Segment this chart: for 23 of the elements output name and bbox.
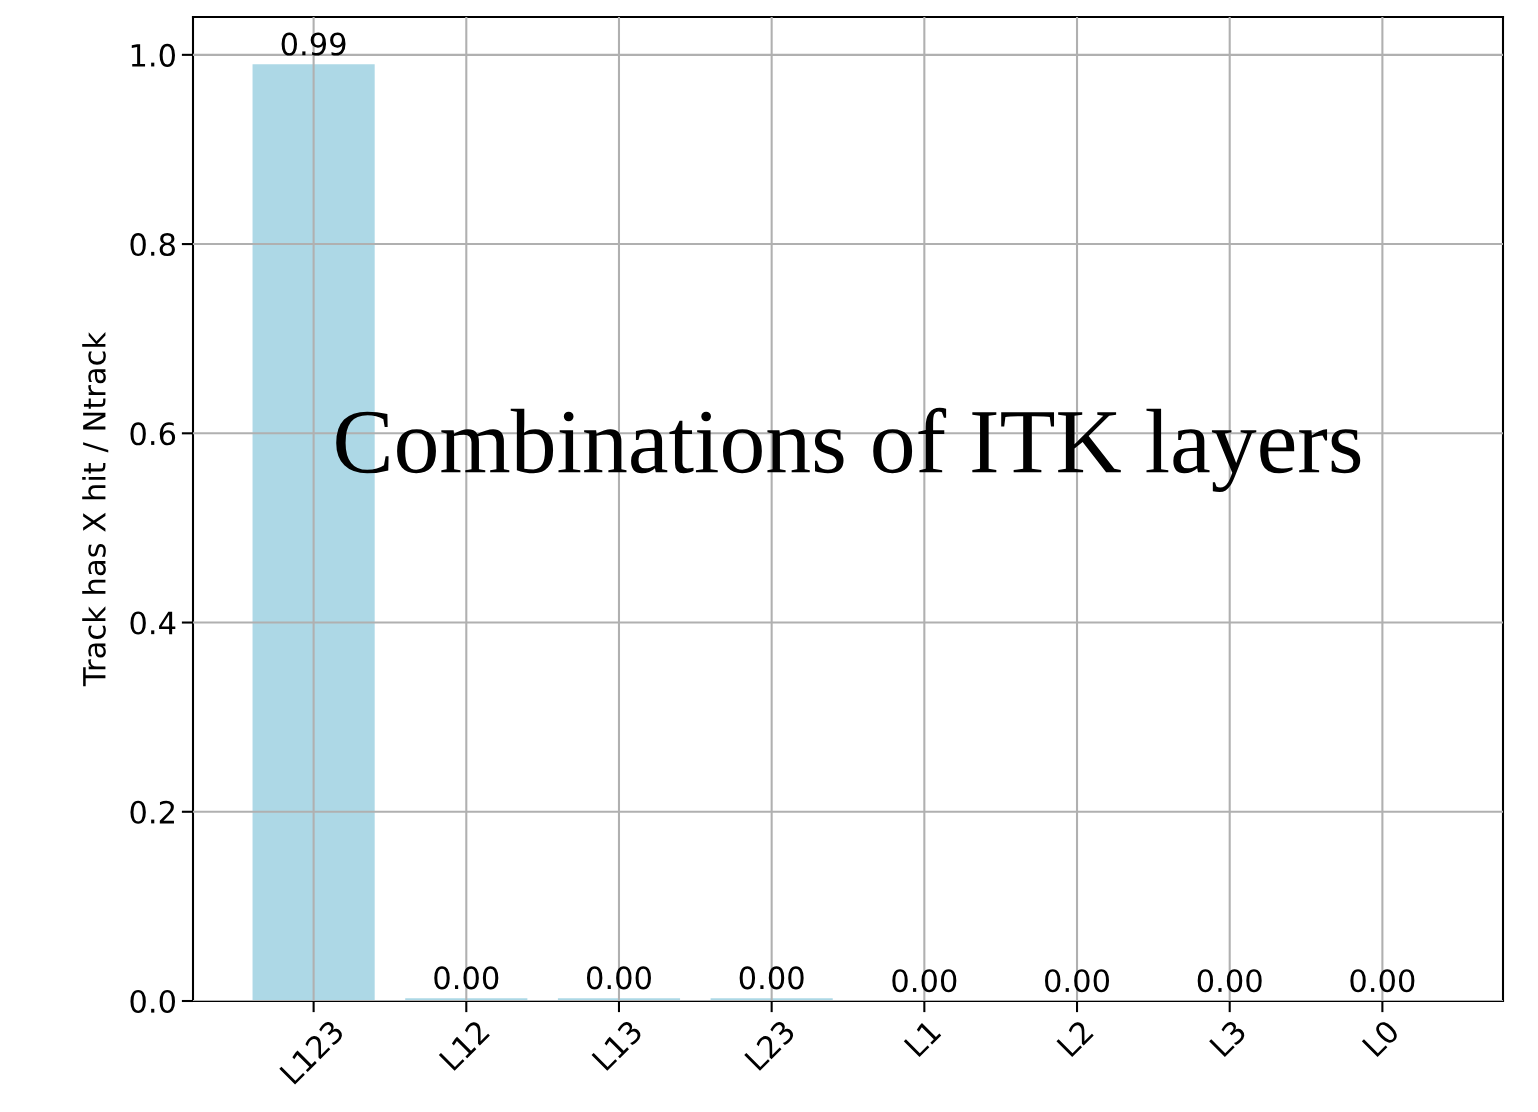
x-tick-label: L13: [591, 1019, 644, 1072]
data-label: 0.00: [1197, 969, 1262, 993]
data-label: 0.00: [434, 966, 499, 990]
data-label: 0.00: [1350, 969, 1415, 993]
data-label: 0.00: [1045, 969, 1110, 993]
y-tick-label: 0.4: [130, 611, 176, 635]
data-label: 0.00: [892, 969, 957, 993]
x-tick-label: L23: [743, 1019, 796, 1072]
data-label: 0.00: [739, 966, 804, 990]
data-label: 0.00: [586, 966, 651, 990]
data-label: 0.99: [281, 32, 346, 56]
y-tick-label: 0.0: [130, 989, 175, 1014]
x-tick-label: L12: [438, 1019, 490, 1071]
y-axis-title: Track has X hit / Ntrack: [82, 331, 109, 687]
text: Combinations of ITK layers: [336, 407, 1361, 493]
x-tick-label: L3: [1208, 1019, 1248, 1058]
x-tick-label: L1: [903, 1019, 942, 1058]
y-tick-label: 1.0: [131, 43, 175, 67]
y-tick-label: 0.2: [130, 800, 174, 824]
x-tick-label: L2: [1056, 1019, 1094, 1058]
y-tick-label: 0.6: [130, 422, 176, 446]
x-tick-label: L0: [1361, 1018, 1401, 1058]
y-tick-label: 0.8: [130, 233, 175, 257]
